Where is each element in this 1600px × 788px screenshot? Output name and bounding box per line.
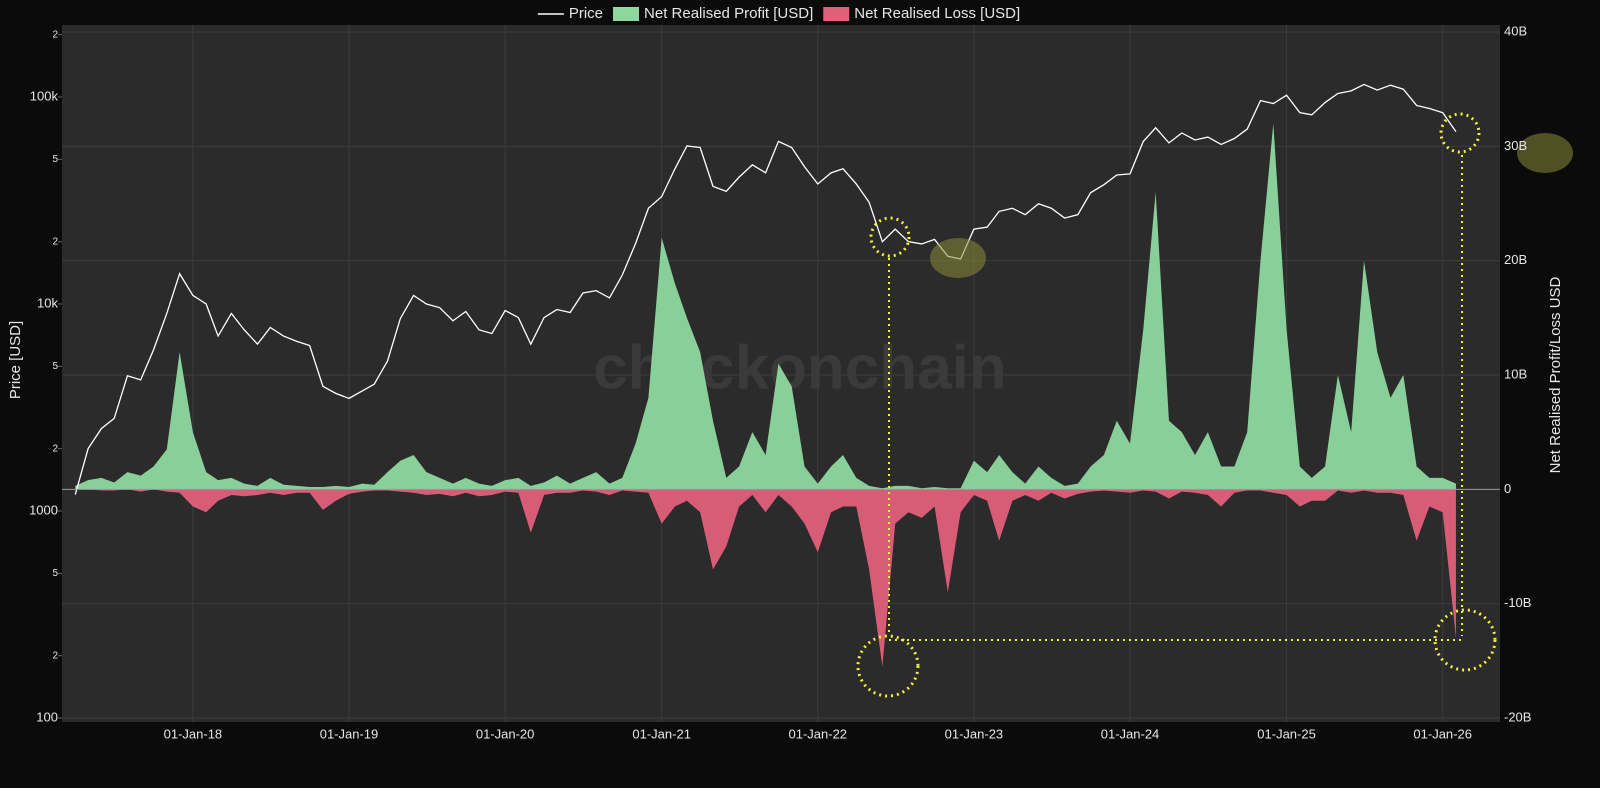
y-tick-label: 1000: [29, 502, 58, 517]
legend: Price Net Realised Profit [USD] Net Realis…: [537, 5, 1020, 22]
y2-tick-label: -20B: [1504, 709, 1531, 724]
highlight: [930, 238, 986, 278]
y2-axis-label: Net Realised Profit/Loss USD: [1547, 276, 1564, 473]
x-tick-label: 01-Jan-23: [945, 726, 1004, 741]
y2-tick-label: 10B: [1504, 366, 1527, 381]
x-tick-label: 01-Jan-18: [164, 726, 223, 741]
x-tick-label: 01-Jan-24: [1101, 726, 1160, 741]
y-tick-label: 2: [52, 650, 58, 661]
y-axis-label: Price [USD]: [7, 321, 24, 399]
legend-swatch: [823, 7, 850, 21]
x-tick-label: 01-Jan-26: [1413, 726, 1472, 741]
y2-tick-label: 20B: [1504, 252, 1527, 267]
circle: [856, 634, 920, 698]
circle: [1439, 112, 1481, 154]
y-tick-label: 100: [36, 709, 58, 724]
legend-label: Net Realised Loss [USD]: [854, 5, 1020, 22]
x-tick-label: 01-Jan-22: [789, 726, 848, 741]
x-tick-label: 01-Jan-21: [632, 726, 691, 741]
y-tick-label: 2: [52, 443, 58, 454]
y-tick-label: 5: [52, 361, 58, 372]
legend-swatch: [613, 7, 640, 21]
y-tick-label: 5: [52, 568, 58, 579]
y2-tick-label: 0: [1504, 481, 1511, 496]
y-tick-label: 100k: [30, 88, 59, 103]
legend-label: Price: [569, 5, 603, 22]
price-line: [74, 83, 1457, 495]
y2-tick-label: 40B: [1504, 23, 1527, 38]
legend-label: Net Realised Profit [USD]: [644, 5, 813, 22]
circle: [1433, 608, 1497, 672]
x-tick-label: 01-Jan-25: [1257, 726, 1316, 741]
marks: [62, 83, 1500, 667]
y2-tick-label: -10B: [1504, 595, 1531, 610]
annotations: [856, 112, 1573, 698]
y2-tick-label: 30B: [1504, 138, 1527, 153]
y-tick-label: 5: [52, 154, 58, 165]
y-tick-label: 2: [52, 29, 58, 40]
x-tick-label: 01-Jan-20: [476, 726, 535, 741]
y-tick-label: 10k: [37, 295, 58, 310]
circle: [869, 216, 911, 258]
x-tick-label: 01-Jan-19: [320, 726, 379, 741]
y-tick-label: 2: [52, 236, 58, 247]
highlight: [1517, 133, 1573, 173]
